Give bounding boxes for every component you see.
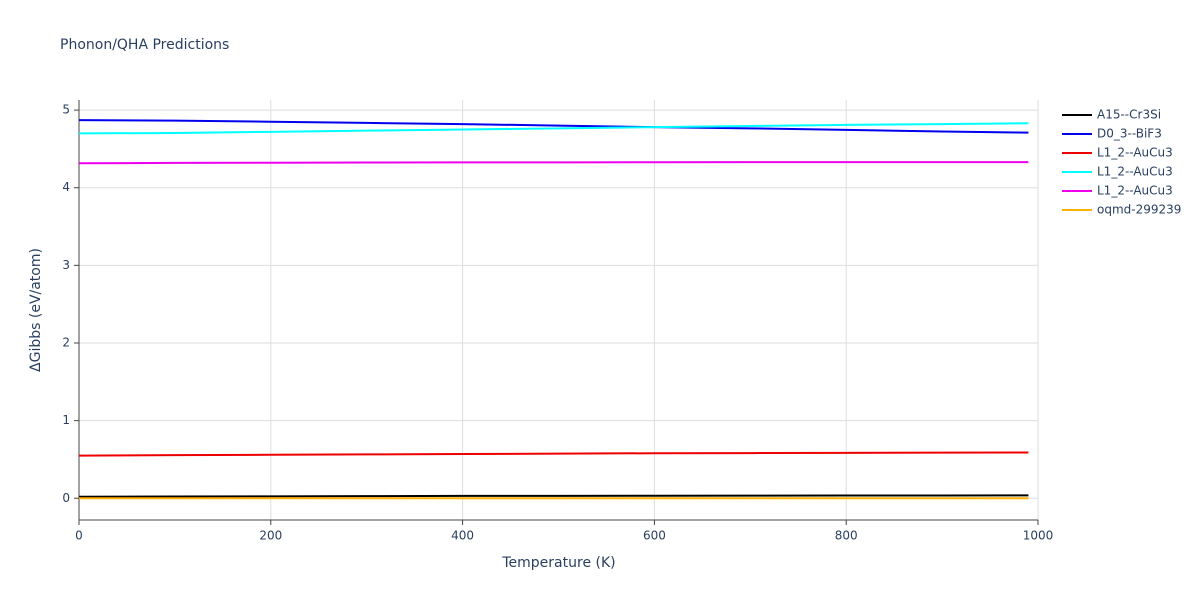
x-tick-label: 0 xyxy=(75,529,83,543)
series-line xyxy=(78,161,1029,165)
x-tick-label: 200 xyxy=(259,529,282,543)
legend-label: L1_2--AuCu3 xyxy=(1097,146,1173,160)
y-tick-label: 1 xyxy=(62,413,70,427)
series-line xyxy=(78,494,1029,498)
series-line xyxy=(78,119,1029,134)
series-line xyxy=(78,451,1029,457)
x-tick-label: 1000 xyxy=(1023,529,1054,543)
x-tick-label: 800 xyxy=(835,529,858,543)
legend-label: L1_2--AuCu3 xyxy=(1097,184,1173,198)
y-tick-label: 4 xyxy=(62,180,70,194)
y-tick-label: 3 xyxy=(62,258,70,272)
legend-label: oqmd-299239 xyxy=(1097,203,1181,217)
x-tick-label: 400 xyxy=(451,529,474,543)
y-tick-label: 5 xyxy=(62,103,70,117)
series-line xyxy=(78,122,1029,135)
x-axis-title: Temperature (K) xyxy=(501,555,615,571)
chart-title: Phonon/QHA Predictions xyxy=(60,37,229,53)
legend-label: A15--Cr3Si xyxy=(1097,108,1161,122)
legend-label: D0_3--BiF3 xyxy=(1097,127,1162,141)
x-tick-label: 600 xyxy=(643,529,666,543)
y-tick-label: 0 xyxy=(62,491,70,505)
legend-label: L1_2--AuCu3 xyxy=(1097,165,1173,179)
y-axis-title: ΔGibbs (eV/atom) xyxy=(28,248,44,372)
y-tick-label: 2 xyxy=(62,335,70,349)
